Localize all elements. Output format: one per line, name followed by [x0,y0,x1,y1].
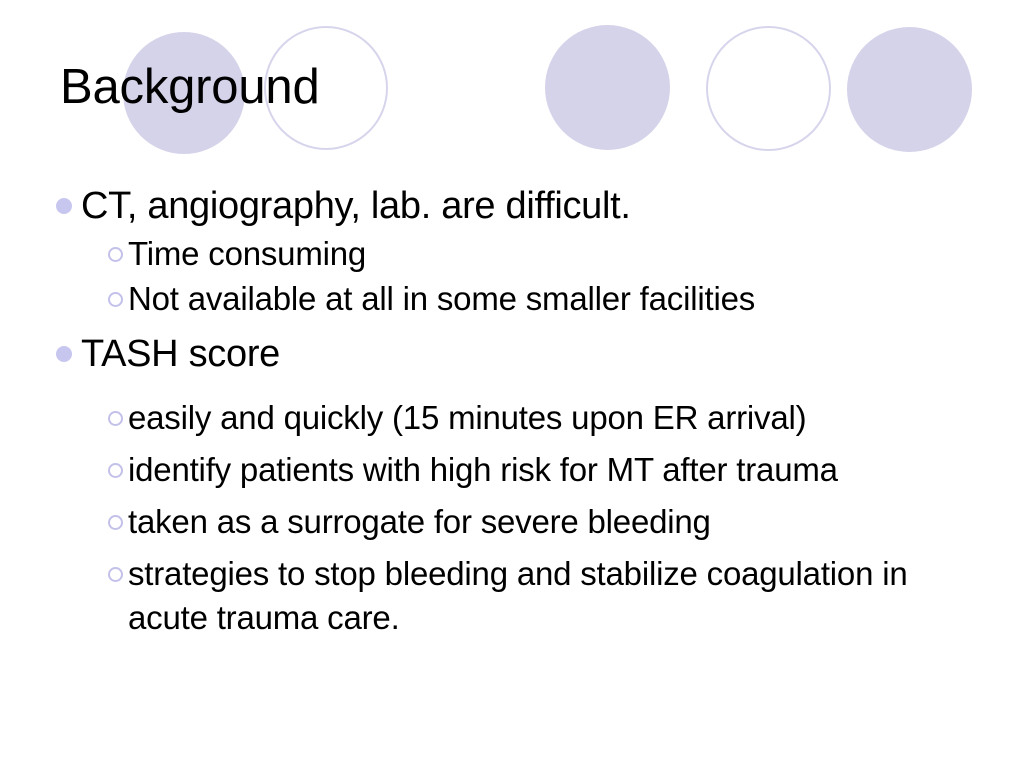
bullet-item-level2: Time consuming [108,232,986,276]
deco-circle-4-outline [706,26,831,151]
bullet-disc-icon [56,346,72,362]
bullet-text: identify patients with high risk for MT … [128,451,838,488]
bullet-text: Time consuming [128,235,367,272]
bullet-ring-icon [108,411,123,426]
bullet-item-level2: strategies to stop bleeding and stabiliz… [108,552,986,640]
bullet-text: CT, angiography, lab. are difficult. [81,185,631,227]
bullet-text: TASH score [81,333,281,375]
bullet-disc-icon [56,198,72,214]
slide-title: Background [60,60,320,114]
spacer [56,380,986,396]
bullet-item-level2: identify patients with high risk for MT … [108,448,986,492]
deco-circle-5-filled [847,27,972,152]
bullet-item-level2: Not available at all in some smaller fac… [108,277,986,321]
bullet-item-level2: easily and quickly (15 minutes upon ER a… [108,396,986,440]
bullet-ring-icon [108,292,123,307]
bullet-ring-icon [108,463,123,478]
slide-body: CT, angiography, lab. are difficult. Tim… [56,182,986,641]
bullet-text: strategies to stop bleeding and stabiliz… [128,555,908,636]
bullet-ring-icon [108,567,123,582]
bullet-text: Not available at all in some smaller fac… [128,280,756,317]
bullet-item-level2: taken as a surrogate for severe bleeding [108,500,986,544]
bullet-item-level1: TASH score [56,330,986,378]
deco-circle-3-filled [545,25,670,150]
spacer [56,322,986,330]
bullet-ring-icon [108,247,123,262]
bullet-ring-icon [108,515,123,530]
bullet-text: taken as a surrogate for severe bleeding [128,503,711,540]
bullet-item-level1: CT, angiography, lab. are difficult. [56,182,986,230]
bullet-text: easily and quickly (15 minutes upon ER a… [128,399,807,436]
